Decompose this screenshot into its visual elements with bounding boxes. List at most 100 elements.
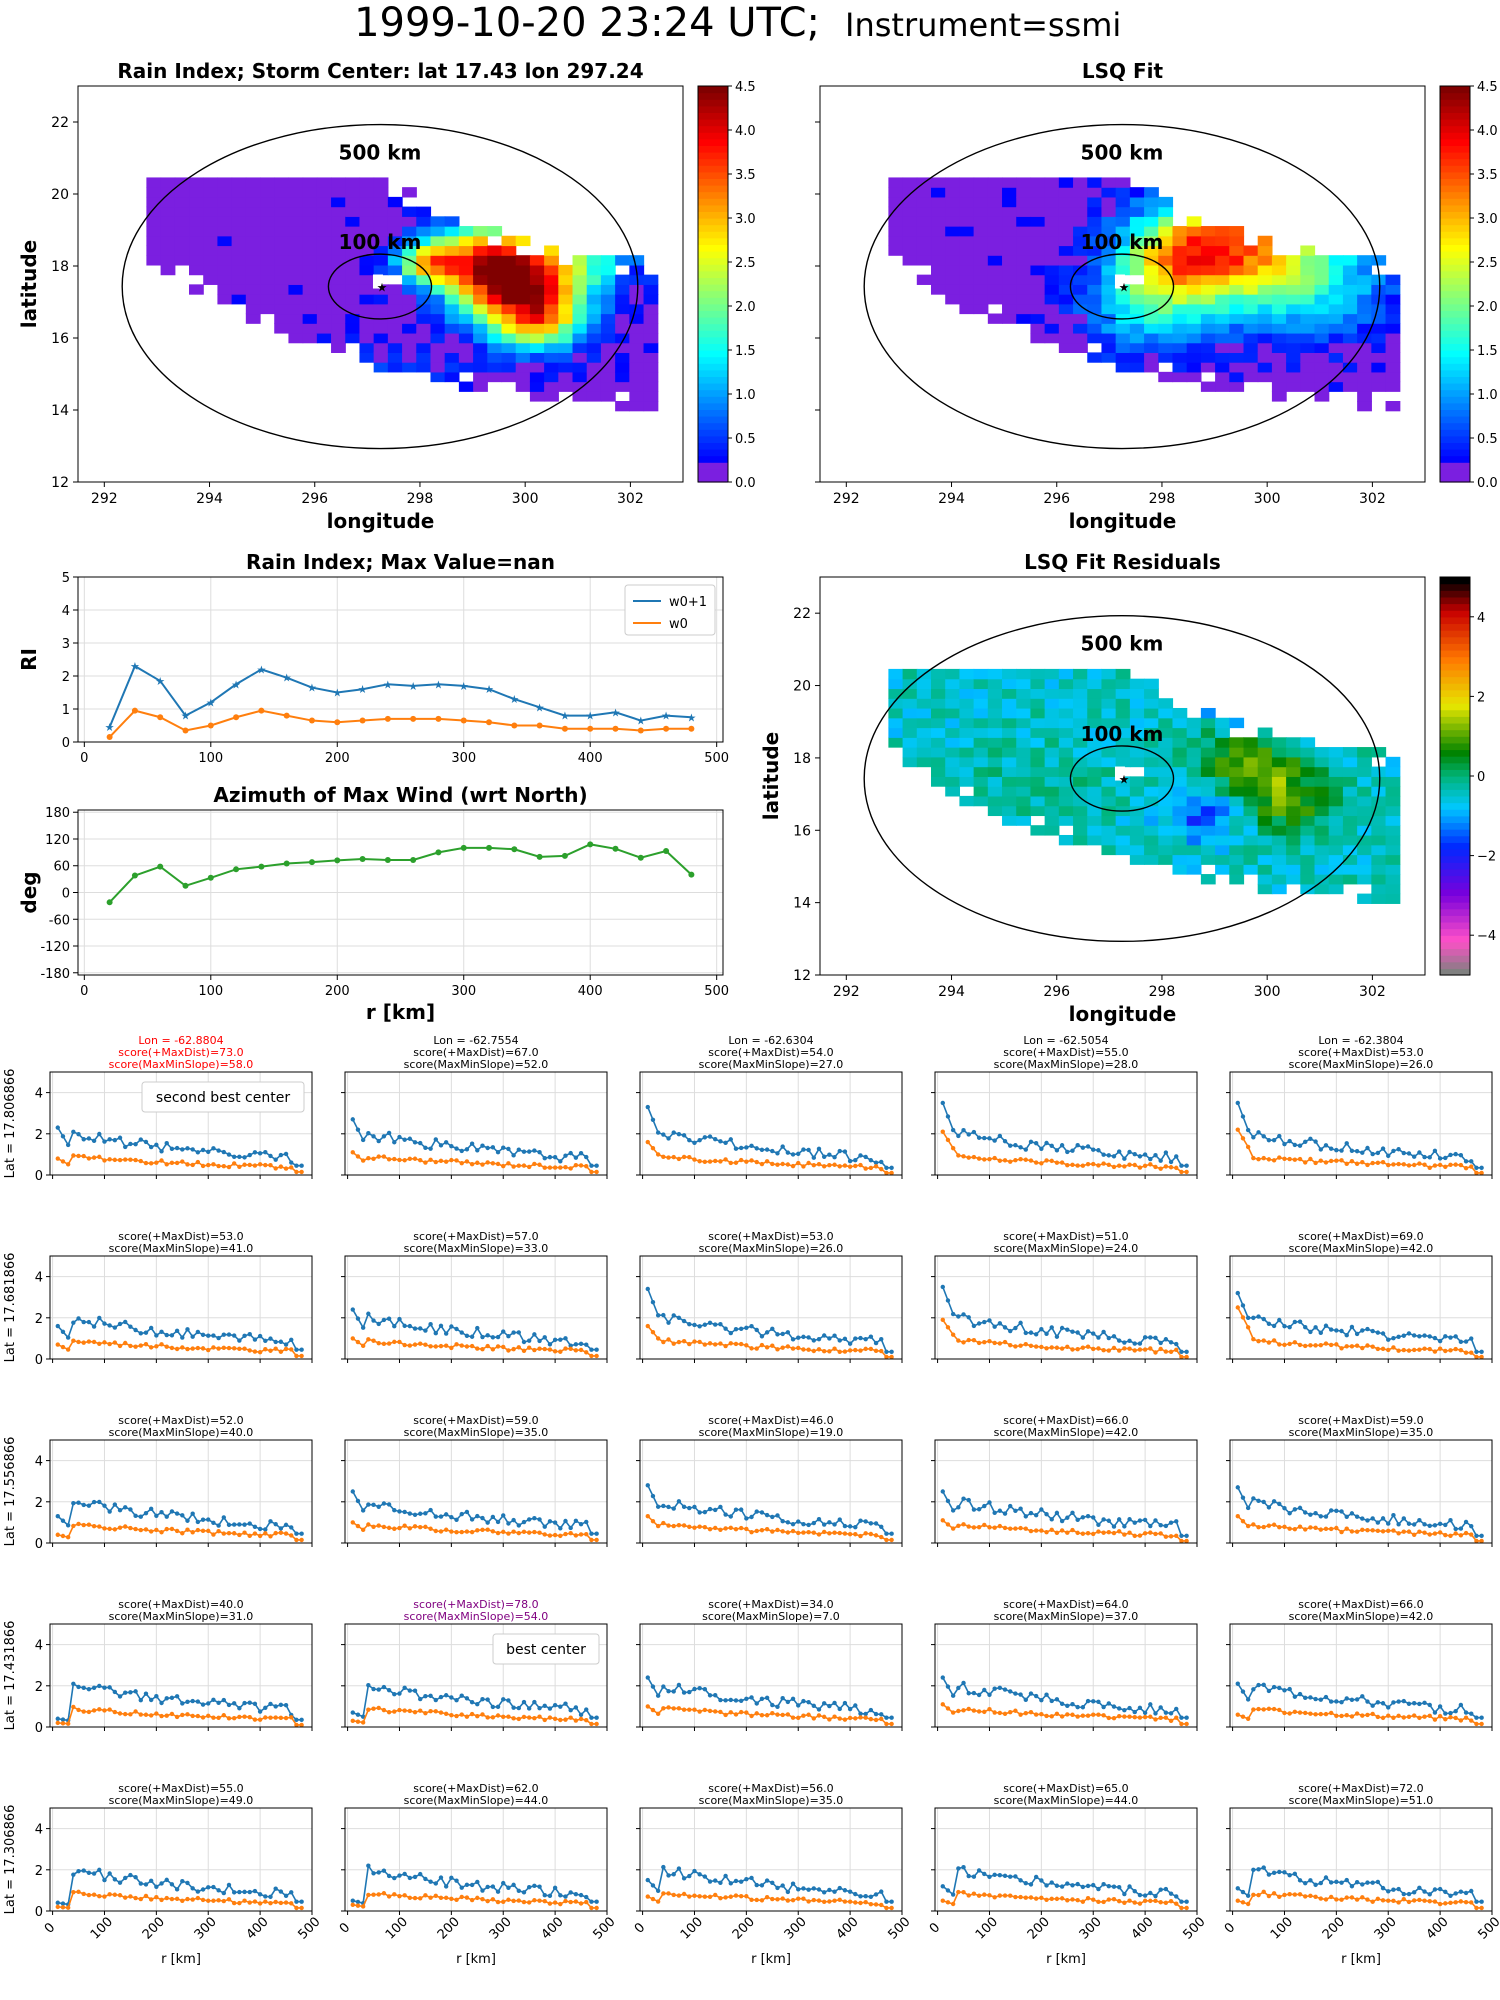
rain_index_map-cell <box>331 313 346 324</box>
lsq_fit_map-cell <box>1300 362 1316 373</box>
residuals_map-cell <box>1371 747 1387 758</box>
cell-point-orange <box>759 1161 765 1167</box>
cell-point-blue <box>558 1159 563 1164</box>
cell-xtick-label: 100 <box>383 1914 411 1942</box>
residuals_map-cell <box>1342 874 1358 885</box>
rain_index_map-cell <box>515 264 531 276</box>
cell-point-blue <box>289 1890 294 1895</box>
cell-point-orange <box>681 1707 687 1712</box>
residuals_map-cell <box>959 668 975 680</box>
rain_index_map-colorbar-step <box>698 435 728 443</box>
lsq_fit_map-cell <box>1371 284 1387 295</box>
cell-point-orange <box>692 1525 697 1530</box>
lsq_fit_map-colorbar-step <box>1440 303 1470 311</box>
cell-point-orange <box>707 1527 713 1532</box>
rain_index_map-cell <box>416 332 432 344</box>
center-grid-cell: score(+MaxDist)=51.0score(MaxMinSlope)=2… <box>931 1230 1198 1363</box>
lsq_fit_map-cell <box>1229 294 1245 305</box>
rain_index_map-cell <box>473 245 488 256</box>
cell-point-blue <box>666 1136 671 1141</box>
rain_index_map-cell <box>373 177 389 188</box>
cell-point-orange <box>1039 1161 1044 1166</box>
cell-point-orange <box>438 1710 444 1715</box>
lsq_fit_map-colorbar-step <box>1440 171 1470 179</box>
lsq_fit_map-cell <box>987 196 1003 208</box>
cell-point-blue <box>402 1685 407 1691</box>
cell-xtick-label: 400 <box>1129 1914 1157 1942</box>
cell-point-orange <box>868 1531 874 1537</box>
cell-point-blue <box>464 1696 470 1701</box>
cell-point-blue <box>584 1154 589 1160</box>
cell-point-blue <box>226 1152 232 1157</box>
lsq_fit_map-cell <box>1058 294 1074 305</box>
cell-point-blue <box>532 1883 537 1889</box>
cell-point-orange <box>1318 1527 1323 1532</box>
lsq_fit_map-cell <box>1073 274 1088 285</box>
lsq_fit_map-colorbar-label: 3.0 <box>1477 212 1498 227</box>
rain_index_map-cell <box>302 206 318 217</box>
cell-point-blue <box>1132 1520 1137 1525</box>
cell-frame <box>934 1623 1198 1728</box>
cell-point-orange <box>733 1341 739 1347</box>
cell-point-blue <box>433 1881 438 1886</box>
rain_index_profile-series-0-point: ★ <box>686 711 696 724</box>
rain_index_map-cell <box>572 313 588 324</box>
rain_index_map-ytick-label: 22 <box>51 115 69 131</box>
cell-point-orange <box>180 1159 185 1164</box>
cell-point-blue <box>185 1880 190 1886</box>
cell-point-orange <box>454 1530 459 1535</box>
lsq_fit_map-cell <box>1129 235 1145 247</box>
cell-point-blue <box>350 1489 355 1494</box>
cell-point-blue <box>464 1509 470 1515</box>
residuals_map-colorbar-step <box>1440 603 1470 611</box>
lsq_fit_map-cell <box>1158 196 1174 208</box>
cell-point-orange <box>749 1346 754 1351</box>
cell-point-blue <box>1474 1533 1479 1538</box>
lsq_fit_map-cell <box>1271 362 1287 373</box>
cell-point-blue <box>982 1319 987 1325</box>
cell-point-blue <box>1044 1140 1049 1146</box>
cell-point-blue <box>1235 1681 1240 1686</box>
cell-point-orange <box>966 1524 971 1529</box>
cell-point-orange <box>480 1712 485 1717</box>
rain_index_map-cell <box>316 264 332 276</box>
cell-point-orange <box>521 1529 527 1534</box>
cell-point-blue <box>133 1513 138 1519</box>
cell-point-blue <box>501 1329 506 1334</box>
cell-point-orange <box>842 1899 848 1904</box>
lsq_fit_map-cell <box>1030 294 1046 305</box>
cell-point-blue <box>180 1701 185 1706</box>
lsq_fit_map-cell <box>1243 255 1259 266</box>
cell-point-orange <box>138 1527 143 1533</box>
cell-point-blue <box>847 1341 853 1346</box>
lsq_fit_map-cell <box>1300 303 1316 315</box>
lsq_fit_map-cell <box>1073 303 1088 315</box>
cell-point-blue <box>402 1137 407 1142</box>
cell-point-orange <box>687 1894 692 1899</box>
lsq_fit_map-cell <box>1314 352 1330 363</box>
residuals_map-cell <box>945 698 961 709</box>
cell-point-orange <box>438 1529 444 1534</box>
rain_index_map-cell <box>316 313 332 324</box>
cell-point-blue <box>1458 1526 1464 1531</box>
cell-point-orange <box>278 1164 284 1169</box>
rain_index_map-cell <box>473 362 488 373</box>
lsq_fit_map-cell <box>1101 226 1117 237</box>
cell-point-blue <box>666 1504 671 1510</box>
rain_index_map-cell <box>586 323 602 334</box>
lsq_fit_map-colorbar-step <box>1440 257 1470 265</box>
cell-point-orange <box>816 1898 822 1903</box>
cell-point-blue <box>252 1888 258 1894</box>
rain_index_map-cell <box>402 284 417 295</box>
cell-point-blue <box>847 1706 853 1712</box>
cell-point-orange <box>1365 1528 1370 1533</box>
cell-point-blue <box>759 1696 765 1702</box>
cell-point-blue <box>480 1888 485 1893</box>
cell-point-blue <box>1245 1697 1251 1702</box>
cell-point-blue <box>811 1520 817 1526</box>
residuals_map-cell <box>888 668 904 680</box>
residuals_map-cell <box>1044 766 1060 777</box>
cell-point-orange <box>547 1165 553 1170</box>
cell-point-orange <box>1313 1343 1318 1348</box>
cell-point-orange <box>1443 1348 1448 1354</box>
